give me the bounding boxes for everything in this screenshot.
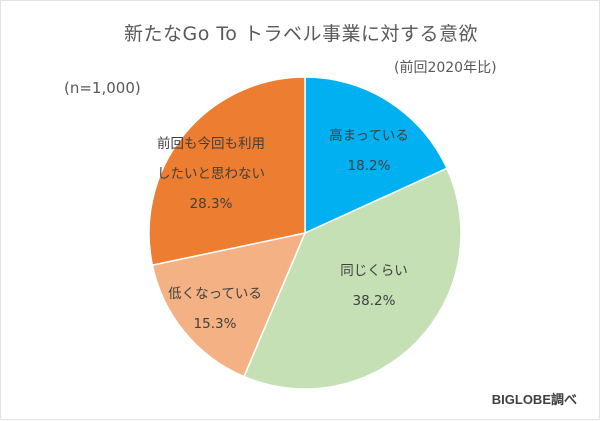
pie-slice-increased bbox=[304, 76, 448, 235]
source-credit: BIGLOBE調べ bbox=[491, 392, 577, 407]
pie-slice-same bbox=[242, 167, 462, 390]
pie-slice-decreased bbox=[151, 231, 307, 378]
slice-value: 18.2% bbox=[347, 158, 391, 174]
slice-label-same: 同じくらい 38.2% bbox=[340, 256, 408, 316]
slice-category-line2: したいと思わない bbox=[157, 166, 265, 182]
slice-value: 15.3% bbox=[193, 316, 237, 332]
chart-title: 新たなGo To トラベル事業に対する意欲 bbox=[124, 23, 478, 45]
slice-category: 同じくらい bbox=[340, 263, 408, 279]
slice-label-never: 前回も今回も利用 したいと思わない 28.3% bbox=[157, 129, 265, 219]
slice-value: 38.2% bbox=[352, 293, 396, 309]
slice-label-increased: 高まっている 18.2% bbox=[329, 121, 409, 181]
chart-subtitle: (前回2020年比) bbox=[394, 60, 497, 76]
sample-size-note: (n=1,000) bbox=[64, 79, 141, 97]
slice-category: 前回も今回も利用 bbox=[157, 136, 265, 152]
slice-label-decreased: 低くなっている 15.3% bbox=[168, 279, 262, 339]
slice-category: 高まっている bbox=[329, 128, 409, 144]
slice-value: 28.3% bbox=[189, 196, 233, 212]
slice-category: 低くなっている bbox=[168, 286, 262, 302]
pie-slice-never bbox=[148, 76, 306, 266]
